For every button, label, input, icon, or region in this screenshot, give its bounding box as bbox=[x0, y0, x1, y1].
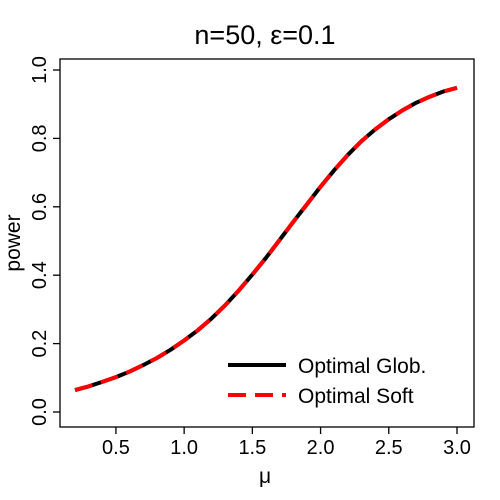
series-line-optimal-soft bbox=[74, 85, 458, 393]
x-tick-label: 1.5 bbox=[238, 437, 266, 459]
legend-label: Optimal Soft bbox=[298, 385, 414, 408]
y-axis: 0.0 0.2 0.4 0.6 0.8 1.0 bbox=[29, 56, 60, 426]
x-tick-label: 0.5 bbox=[102, 437, 130, 459]
series-layer bbox=[74, 85, 458, 393]
legend-label: Optimal Glob. bbox=[298, 355, 426, 378]
x-axis: 0.5 1.0 1.5 2.0 2.5 3.0 bbox=[102, 427, 471, 459]
y-tick-label: 0.2 bbox=[29, 330, 51, 358]
x-tick-label: 2.0 bbox=[307, 437, 335, 459]
y-axis-label: power bbox=[2, 214, 25, 271]
y-tick-label: 0.0 bbox=[29, 398, 51, 426]
x-tick-label: 3.0 bbox=[443, 437, 471, 459]
legend: Optimal Glob. Optimal Soft bbox=[228, 355, 426, 408]
y-tick-label: 0.4 bbox=[29, 261, 51, 289]
y-tick-label: 0.6 bbox=[29, 193, 51, 221]
y-tick-label: 1.0 bbox=[29, 56, 51, 84]
y-tick-label: 0.8 bbox=[29, 124, 51, 152]
plot-frame bbox=[59, 58, 475, 428]
series-line-optimal-glob bbox=[74, 85, 458, 393]
chart-title: n=50, ε=0.1 bbox=[194, 20, 335, 50]
x-tick-label: 2.5 bbox=[375, 437, 403, 459]
x-tick-label: 1.0 bbox=[170, 437, 198, 459]
x-axis-label: μ bbox=[259, 465, 271, 488]
